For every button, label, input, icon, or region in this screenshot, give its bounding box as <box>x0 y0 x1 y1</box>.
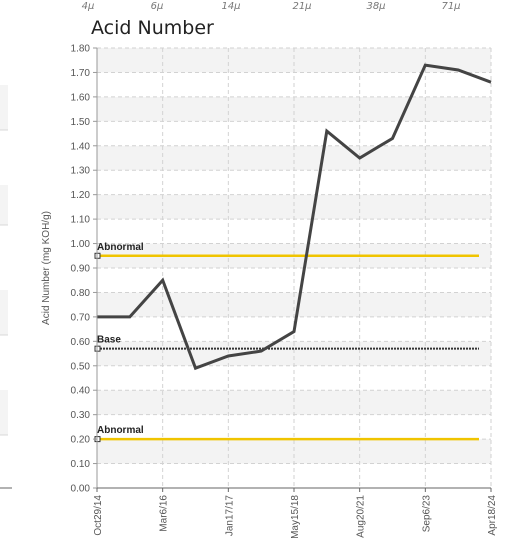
top-tick-label: 38μ <box>366 1 385 12</box>
y-tick-label: 1.70 <box>71 68 91 79</box>
reference-lines: Abnormal Base Abnormal <box>94 242 479 443</box>
top-tick-label: 6μ <box>151 1 164 12</box>
y-tick-label: 0.60 <box>71 337 91 348</box>
x-tick-label: Mar6/16 <box>159 495 170 532</box>
y-tick-label: 1.40 <box>71 141 91 152</box>
x-tick-label: Sep6/23 <box>421 495 432 533</box>
top-tick-label: 21μ <box>292 1 311 12</box>
y-tick-label: 1.20 <box>71 190 91 201</box>
y-axis-title: Acid Number (mg KOH/g) <box>41 211 52 325</box>
y-tick-label: 0.30 <box>71 410 91 421</box>
adjacent-panel-fragment <box>0 85 12 489</box>
data-series <box>97 63 492 371</box>
y-tick-label: 0.80 <box>71 288 91 299</box>
y-tick-label: 1.50 <box>71 117 91 128</box>
x-tick-label: Oct29/14 <box>93 495 104 536</box>
y-tick-label: 1.10 <box>71 215 91 226</box>
y-tick-label: 0.00 <box>71 484 91 495</box>
reference-line-label: Base <box>97 335 121 346</box>
y-tick-label: 1.00 <box>71 239 91 250</box>
x-tick-label: Aug20/21 <box>356 495 367 538</box>
y-tick-label: 0.20 <box>71 435 91 446</box>
x-tick-label: Apr18/24 <box>487 495 498 536</box>
top-tick-label: 14μ <box>221 1 240 12</box>
reference-line-label: Abnormal <box>97 242 144 253</box>
chart-title: Acid Number <box>91 17 214 39</box>
x-tick-label: May15/18 <box>290 495 301 539</box>
y-tick-label: 0.40 <box>71 386 91 397</box>
y-tick-label: 1.30 <box>71 166 91 177</box>
y-axis-ticks: 0.00 0.10 0.20 0.30 0.40 0.50 0.60 0.70 0.80 0.90… <box>71 44 97 495</box>
top-tick-label: 4μ <box>82 1 95 12</box>
top-tick-label: 71μ <box>441 1 460 12</box>
y-tick-label: 0.70 <box>71 312 91 323</box>
y-tick-label: 1.80 <box>71 44 91 55</box>
reference-line-label: Abnormal <box>97 425 144 436</box>
y-tick-label: 0.10 <box>71 459 91 470</box>
x-tick-label: Jan17/17 <box>224 495 235 537</box>
y-tick-label: 0.50 <box>71 361 91 372</box>
y-tick-label: 0.90 <box>71 264 91 275</box>
x-axis-ticks: Oct29/14 Mar6/16 Jan17/17 May15/18 Aug20/21 S… <box>93 488 498 539</box>
series-line <box>97 63 492 371</box>
y-tick-label: 1.60 <box>71 92 91 103</box>
top-axis-ticks: 4μ 6μ 14μ 21μ 38μ 71μ <box>82 1 461 12</box>
